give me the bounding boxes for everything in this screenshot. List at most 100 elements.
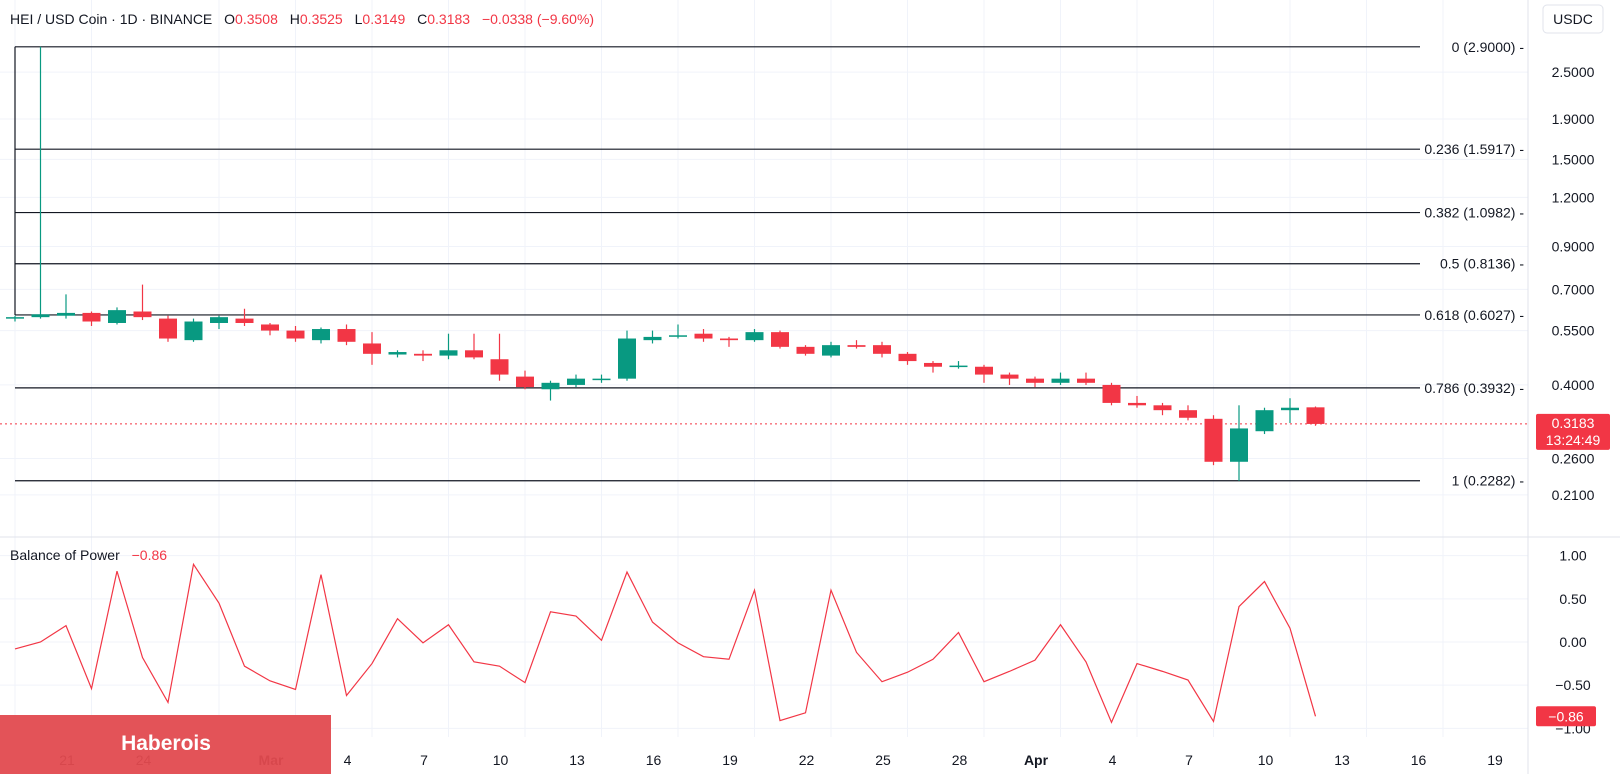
bop-tick-label: 1.00 [1559, 548, 1586, 564]
candle [593, 375, 611, 383]
currency-label: USDC [1553, 11, 1593, 27]
candle-body [210, 317, 228, 323]
time-tick-label: 19 [1487, 752, 1503, 768]
candle [1052, 373, 1070, 385]
balance-of-power-series[interactable] [15, 564, 1316, 722]
candle-body [873, 345, 891, 354]
candle-body [287, 331, 305, 339]
candle [465, 334, 483, 360]
fib-retracement[interactable]: 0 (2.9000) -0.236 (1.5917) -0.382 (1.098… [15, 39, 1524, 489]
candle [389, 350, 407, 357]
candle-body [32, 314, 50, 317]
candle [1026, 377, 1044, 387]
candle-body [720, 339, 738, 341]
candle-body [261, 324, 279, 330]
candle-body [134, 312, 152, 318]
currency-button[interactable]: USDC [1543, 5, 1603, 33]
candle-body [363, 343, 381, 353]
candle [848, 340, 866, 348]
time-tick-label: 7 [1185, 752, 1193, 768]
candle-body [185, 322, 203, 341]
candle-body [1154, 405, 1172, 410]
indicator-legend[interactable]: Balance of Power −0.86 [10, 547, 167, 563]
candle-body [1307, 407, 1325, 424]
fib-label: 0.786 (0.3932) - [1424, 380, 1524, 396]
price-tick-label: 0.4000 [1552, 377, 1595, 393]
time-tick-label: 10 [493, 752, 509, 768]
time-tick-label: 19 [722, 752, 738, 768]
candle-body [159, 319, 177, 339]
candle-body [950, 366, 968, 368]
candle-body [593, 379, 611, 381]
candle [1230, 405, 1248, 481]
bop-tick-label: 0.00 [1559, 634, 1586, 650]
last-price-value: 0.3183 [1552, 415, 1595, 431]
candle-body [797, 347, 815, 354]
candle-body [695, 334, 713, 339]
candle [83, 312, 101, 326]
time-tick-label: 13 [569, 752, 585, 768]
watermark-text: Haberois [121, 732, 211, 755]
candle [924, 361, 942, 373]
high-value: 0.3525 [300, 11, 343, 27]
candle-body [746, 332, 764, 340]
candle-body [567, 379, 585, 385]
time-tick-label: Apr [1024, 752, 1049, 768]
candle-body [1281, 408, 1299, 410]
candle [287, 326, 305, 342]
open-value: 0.3508 [235, 11, 278, 27]
candle [32, 47, 50, 319]
candle [1205, 415, 1223, 465]
fib-label: 0.236 (1.5917) - [1424, 141, 1524, 157]
candle [950, 361, 968, 369]
open-label: O [224, 11, 235, 27]
candle-body [516, 377, 534, 387]
candle [771, 331, 789, 349]
candle [822, 342, 840, 358]
candle [1077, 373, 1095, 385]
candle [1179, 405, 1197, 420]
time-tick-label: 10 [1258, 752, 1274, 768]
candle [363, 332, 381, 365]
time-tick-label: 16 [646, 752, 662, 768]
time-tick-label: 28 [952, 752, 968, 768]
candle [57, 294, 75, 318]
candle [720, 337, 738, 347]
candle [1256, 408, 1274, 434]
symbol-title[interactable]: HEI / USD Coin · 1D · BINANCE [10, 11, 212, 27]
candle-body [414, 354, 432, 356]
candle [899, 352, 917, 365]
candle [134, 285, 152, 320]
change-value: −0.0338 (−9.60%) [482, 11, 594, 27]
indicator-value: −0.86 [132, 547, 168, 563]
countdown: 13:24:49 [1546, 432, 1601, 448]
legend-row: HEI / USD Coin · 1D · BINANCE O0.3508 H0… [10, 11, 594, 27]
candle-body [312, 329, 330, 340]
candle-body [644, 337, 662, 340]
price-tick-label: 0.2100 [1552, 487, 1595, 503]
bop-line [15, 564, 1316, 722]
last-price-badge: 0.3183 13:24:49 [1536, 414, 1610, 450]
candle-body [618, 339, 636, 379]
price-tick-label: 1.9000 [1552, 111, 1595, 127]
price-tick-label: 0.9000 [1552, 239, 1595, 255]
candle-body [236, 319, 254, 323]
price-tick-label: 0.7000 [1552, 281, 1595, 297]
fib-label: 0 (2.9000) - [1452, 39, 1525, 55]
candle-body [1052, 379, 1070, 383]
fib-label: 0.618 (0.6027) - [1424, 307, 1524, 323]
time-tick-label: 13 [1334, 752, 1350, 768]
candle-body [848, 345, 866, 347]
time-tick-label: 25 [875, 752, 891, 768]
price-tick-label: 0.2600 [1552, 450, 1595, 466]
candle [312, 328, 330, 344]
candle [797, 345, 815, 355]
candle-body [669, 335, 687, 337]
price-tick-label: 1.2000 [1552, 189, 1595, 205]
candle-body [440, 350, 458, 355]
candle [185, 319, 203, 342]
candle-body [975, 367, 993, 375]
candle [1001, 373, 1019, 385]
close-label: C [417, 11, 427, 27]
